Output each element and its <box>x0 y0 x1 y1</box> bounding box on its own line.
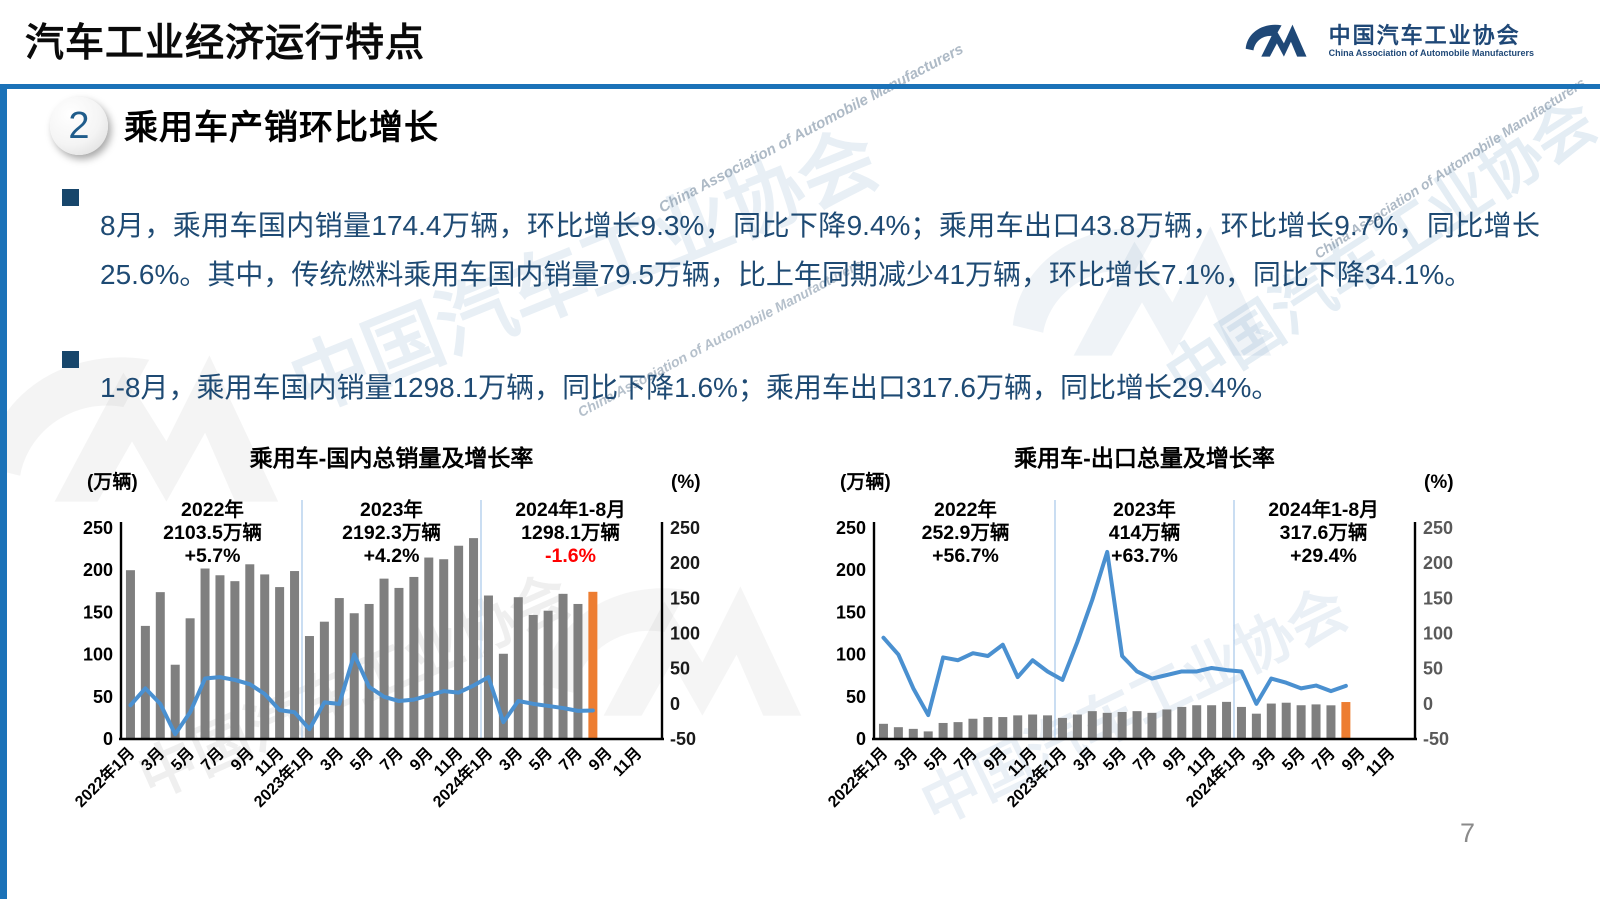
svg-text:250: 250 <box>1423 518 1453 538</box>
svg-text:250: 250 <box>83 518 113 538</box>
svg-text:(%): (%) <box>1424 472 1454 493</box>
svg-text:2023年: 2023年 <box>1113 498 1176 521</box>
svg-text:7月: 7月 <box>555 744 585 774</box>
svg-text:-50: -50 <box>1423 729 1449 749</box>
header-divider-line <box>0 84 1600 89</box>
svg-text:11月: 11月 <box>609 744 645 780</box>
svg-text:50: 50 <box>1423 659 1443 679</box>
svg-text:317.6万辆: 317.6万辆 <box>1280 521 1368 544</box>
domestic-sales-chart-canvas: 0 50 100 150 200 250 250 200 150 100 50 0 -50 2022年1月… <box>71 445 701 811</box>
svg-text:+56.7%: +56.7% <box>932 545 999 567</box>
svg-text:250: 250 <box>836 518 866 538</box>
svg-text:(万辆): (万辆) <box>840 470 891 493</box>
svg-text:414万辆: 414万辆 <box>1109 521 1181 544</box>
svg-text:(%): (%) <box>671 472 701 493</box>
svg-text:150: 150 <box>670 588 700 608</box>
svg-text:-1.6%: -1.6% <box>545 545 596 567</box>
section-number-badge: 2 <box>50 97 108 155</box>
svg-text:3月: 3月 <box>317 744 347 774</box>
svg-text:150: 150 <box>83 602 113 622</box>
export-volume-chart-canvas: 0 50 100 150 200 250 250 200 150 100 50 0 -50 2022年1月… <box>824 445 1454 811</box>
svg-text:2103.5万辆: 2103.5万辆 <box>163 521 262 544</box>
svg-text:100: 100 <box>83 645 113 665</box>
left-accent-strip <box>0 89 7 899</box>
svg-text:200: 200 <box>670 553 700 573</box>
svg-text:0: 0 <box>856 729 866 749</box>
bullet-marker-icon <box>62 189 79 206</box>
svg-text:5月: 5月 <box>1279 744 1309 774</box>
svg-text:2024年1-8月: 2024年1-8月 <box>1268 498 1379 521</box>
svg-text:50: 50 <box>846 687 866 707</box>
svg-text:-50: -50 <box>670 729 696 749</box>
logo-name-cn: 中国汽车工业协会 <box>1328 22 1521 48</box>
svg-text:100: 100 <box>836 645 866 665</box>
export-volume-chart: 0 50 100 150 200 250 250 200 150 100 50 0 -50 2022年1月… <box>824 436 1478 836</box>
svg-text:7月: 7月 <box>1308 744 1338 774</box>
svg-text:5月: 5月 <box>526 744 556 774</box>
svg-text:5月: 5月 <box>1100 744 1130 774</box>
svg-text:3月: 3月 <box>496 744 526 774</box>
bullet-text: 8月，乘用车国内销量174.4万辆，环比增长9.3%，同比下降9.4%；乘用车出… <box>100 210 1540 291</box>
svg-text:200: 200 <box>1423 553 1453 573</box>
bullet-list: 8月，乘用车国内销量174.4万辆，环比增长9.3%，同比下降9.4%；乘用车出… <box>62 173 1542 440</box>
svg-text:250: 250 <box>670 518 700 538</box>
bullet-text: 1-8月，乘用车国内销量1298.1万辆，同比下降1.6%；乘用车出口317.6… <box>100 371 1280 403</box>
svg-text:50: 50 <box>670 659 690 679</box>
svg-text:+4.2%: +4.2% <box>364 545 420 567</box>
svg-text:5月: 5月 <box>347 744 377 774</box>
svg-text:3月: 3月 <box>1070 744 1100 774</box>
svg-text:100: 100 <box>1423 624 1453 644</box>
svg-text:2022年: 2022年 <box>181 498 244 521</box>
svg-text:2022年: 2022年 <box>934 498 997 521</box>
svg-text:150: 150 <box>1423 588 1453 608</box>
svg-text:乘用车-国内总销量及增长率: 乘用车-国内总销量及增长率 <box>249 445 534 471</box>
svg-text:+29.4%: +29.4% <box>1290 545 1357 567</box>
svg-text:252.9万辆: 252.9万辆 <box>922 521 1010 544</box>
svg-text:11月: 11月 <box>1362 744 1398 780</box>
svg-text:0: 0 <box>670 694 680 714</box>
svg-text:5月: 5月 <box>921 744 951 774</box>
svg-text:7月: 7月 <box>376 744 406 774</box>
logo-swoosh-icon <box>1245 24 1307 57</box>
bullet-item: 8月，乘用车国内销量174.4万辆，环比增长9.3%，同比下降9.4%；乘用车出… <box>62 173 1542 328</box>
organization-logo: 中国汽车工业协会 China Association of Automobile… <box>1241 16 1534 66</box>
svg-text:2192.3万辆: 2192.3万辆 <box>342 521 441 544</box>
svg-text:+63.7%: +63.7% <box>1111 545 1178 567</box>
bullet-item: 1-8月，乘用车国内销量1298.1万辆，同比下降1.6%；乘用车出口317.6… <box>62 335 1542 440</box>
svg-text:3月: 3月 <box>138 744 168 774</box>
svg-text:7月: 7月 <box>197 744 227 774</box>
svg-text:+5.7%: +5.7% <box>185 545 241 567</box>
svg-text:2023年: 2023年 <box>360 498 423 521</box>
page-title: 汽车工业经济运行特点 <box>25 22 426 65</box>
svg-text:0: 0 <box>103 729 113 749</box>
svg-text:150: 150 <box>836 602 866 622</box>
page-number: 7 <box>1460 818 1476 848</box>
domestic-sales-chart: 0 50 100 150 200 250 250 200 150 100 50 0 -50 2022年1月… <box>71 436 725 836</box>
svg-text:乘用车-出口总量及增长率: 乘用车-出口总量及增长率 <box>1013 445 1275 471</box>
svg-text:50: 50 <box>93 687 113 707</box>
svg-text:3月: 3月 <box>891 744 921 774</box>
svg-text:1298.1万辆: 1298.1万辆 <box>521 521 620 544</box>
svg-text:100: 100 <box>670 624 700 644</box>
svg-text:3月: 3月 <box>1249 744 1279 774</box>
svg-text:5月: 5月 <box>168 744 198 774</box>
section-title: 乘用车产销环比增长 <box>124 109 439 147</box>
svg-text:2022年1月: 2022年1月 <box>824 743 892 811</box>
svg-text:0: 0 <box>1423 694 1433 714</box>
logo-name-en: China Association of Automobile Manufact… <box>1328 47 1534 58</box>
svg-text:(万辆): (万辆) <box>87 470 138 493</box>
svg-text:2022年1月: 2022年1月 <box>71 743 139 811</box>
svg-text:7月: 7月 <box>950 744 980 774</box>
bullet-marker-icon <box>62 350 79 368</box>
svg-text:200: 200 <box>836 560 866 580</box>
svg-text:7月: 7月 <box>1129 744 1159 774</box>
svg-text:2024年1-8月: 2024年1-8月 <box>515 498 626 521</box>
svg-text:200: 200 <box>83 560 113 580</box>
